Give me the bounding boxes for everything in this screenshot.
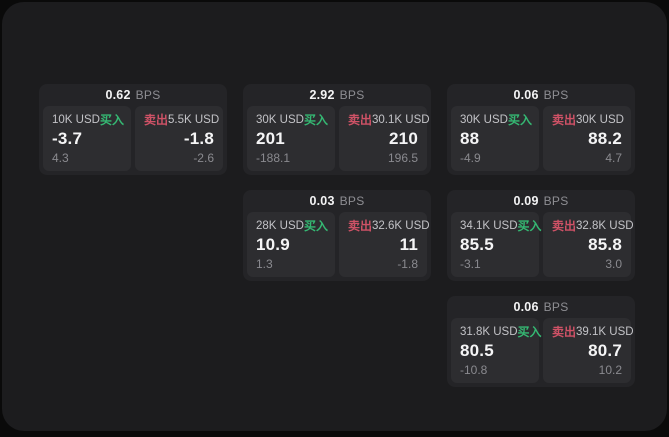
card-header: 0.06 BPS [447, 296, 635, 318]
buy-delta: -10.8 [460, 363, 488, 377]
sell-side-label: 卖出 [552, 325, 577, 339]
buy-delta: -3.1 [460, 257, 481, 271]
buy-amount: 31.8K USD [460, 326, 518, 338]
bps-unit-label: BPS [543, 194, 569, 208]
buy-price: 85.5 [460, 235, 494, 254]
bps-value: 0.62 [105, 88, 131, 102]
card-body: 31.8K USD 买入 80.5 -10.8 卖出 39.1K USD 80.… [447, 318, 635, 387]
quote-cards-grid: 0.62 BPS 10K USD 买入 -3.7 4.3 卖出 [39, 84, 635, 387]
sell-side-label: 卖出 [348, 113, 373, 127]
sell-delta: 196.5 [387, 151, 418, 165]
buy-side-label: 买入 [99, 113, 124, 127]
sell-price: -1.8 [183, 129, 214, 148]
sell-amount: 32.8K USD [576, 220, 634, 232]
bps-unit-label: BPS [135, 88, 161, 102]
buy-amount: 28K USD [256, 220, 304, 232]
buy-quote-tile[interactable]: 30K USD 买入 201 -188.1 [247, 106, 335, 171]
bps-unit-label: BPS [339, 88, 365, 102]
buy-price: 80.5 [460, 341, 494, 360]
bps-value: 0.03 [309, 194, 335, 208]
sell-side-label: 卖出 [552, 113, 577, 127]
sell-amount: 5.5K USD [168, 114, 220, 126]
sell-price: 80.7 [588, 341, 622, 360]
quote-card-5: 0.09 BPS 34.1K USD 买入 85.5 -3.1 卖出 [447, 190, 635, 281]
bps-value: 0.06 [513, 88, 539, 102]
quote-card-2: 2.92 BPS 30K USD 买入 201 -188.1 卖出 [243, 84, 431, 175]
sell-amount: 39.1K USD [576, 326, 634, 338]
buy-quote-tile[interactable]: 28K USD 买入 10.9 1.3 [247, 212, 335, 277]
quote-card-1: 0.62 BPS 10K USD 买入 -3.7 4.3 卖出 [39, 84, 227, 175]
card-header: 2.92 BPS [243, 84, 431, 106]
bps-unit-label: BPS [543, 300, 569, 314]
sell-price: 85.8 [588, 235, 622, 254]
card-body: 10K USD 买入 -3.7 4.3 卖出 5.5K USD -1.8 -2.… [39, 106, 227, 175]
buy-quote-tile[interactable]: 10K USD 买入 -3.7 4.3 [43, 106, 131, 171]
sell-price: 11 [399, 235, 418, 254]
sell-price: 210 [389, 129, 418, 148]
card-header: 0.06 BPS [447, 84, 635, 106]
card-body: 30K USD 买入 201 -188.1 卖出 30.1K USD 210 1… [243, 106, 431, 175]
buy-quote-tile[interactable]: 34.1K USD 买入 85.5 -3.1 [451, 212, 542, 277]
card-body: 28K USD 买入 10.9 1.3 卖出 32.6K USD 11 -1.8 [243, 212, 431, 281]
quote-card-6: 0.06 BPS 31.8K USD 买入 80.5 -10.8 卖 [447, 296, 635, 387]
bps-value: 0.06 [513, 300, 539, 314]
buy-price: 10.9 [256, 235, 290, 254]
sell-side-label: 卖出 [348, 219, 373, 233]
sell-quote-tile[interactable]: 卖出 32.8K USD 85.8 3.0 [543, 212, 634, 277]
main-panel: 0.62 BPS 10K USD 买入 -3.7 4.3 卖出 [2, 2, 667, 431]
buy-price: 88 [460, 129, 480, 148]
sell-delta: -1.8 [397, 257, 418, 271]
card-body: 30K USD 买入 88 -4.9 卖出 30K USD 88.2 4.7 [447, 106, 635, 175]
card-body: 34.1K USD 买入 85.5 -3.1 卖出 32.8K USD 85.8… [447, 212, 635, 281]
sell-amount: 30K USD [576, 114, 624, 126]
sell-quote-tile[interactable]: 卖出 5.5K USD -1.8 -2.6 [135, 106, 223, 171]
bps-unit-label: BPS [543, 88, 569, 102]
bps-value: 0.09 [513, 194, 539, 208]
bps-unit-label: BPS [339, 194, 365, 208]
card-header: 0.62 BPS [39, 84, 227, 106]
sell-price: 88.2 [588, 129, 622, 148]
buy-delta: 1.3 [256, 257, 273, 271]
buy-amount: 30K USD [460, 114, 508, 126]
bps-value: 2.92 [309, 88, 335, 102]
buy-side-label: 买入 [507, 113, 532, 127]
buy-amount: 10K USD [52, 114, 100, 126]
buy-delta: 4.3 [52, 151, 69, 165]
sell-amount: 30.1K USD [372, 114, 430, 126]
sell-amount: 32.6K USD [372, 220, 430, 232]
buy-side-label: 买入 [517, 325, 542, 339]
sell-delta: 3.0 [605, 257, 622, 271]
buy-amount: 30K USD [256, 114, 304, 126]
sell-side-label: 卖出 [144, 113, 169, 127]
sell-delta: -2.6 [193, 151, 214, 165]
buy-price: 201 [256, 129, 285, 148]
buy-side-label: 买入 [303, 219, 328, 233]
buy-side-label: 买入 [303, 113, 328, 127]
buy-side-label: 买入 [517, 219, 542, 233]
card-header: 0.03 BPS [243, 190, 431, 212]
buy-quote-tile[interactable]: 30K USD 买入 88 -4.9 [451, 106, 539, 171]
sell-delta: 10.2 [598, 363, 622, 377]
buy-delta: -188.1 [256, 151, 291, 165]
card-header: 0.09 BPS [447, 190, 635, 212]
buy-delta: -4.9 [460, 151, 481, 165]
buy-price: -3.7 [52, 129, 83, 148]
buy-quote-tile[interactable]: 31.8K USD 买入 80.5 -10.8 [451, 318, 542, 383]
buy-amount: 34.1K USD [460, 220, 518, 232]
sell-quote-tile[interactable]: 卖出 30K USD 88.2 4.7 [543, 106, 631, 171]
sell-quote-tile[interactable]: 卖出 30.1K USD 210 196.5 [339, 106, 430, 171]
quote-card-4: 0.03 BPS 28K USD 买入 10.9 1.3 卖出 [243, 190, 431, 281]
sell-quote-tile[interactable]: 卖出 32.6K USD 11 -1.8 [339, 212, 430, 277]
quote-card-3: 0.06 BPS 30K USD 买入 88 -4.9 卖出 [447, 84, 635, 175]
sell-side-label: 卖出 [552, 219, 577, 233]
sell-quote-tile[interactable]: 卖出 39.1K USD 80.7 10.2 [543, 318, 634, 383]
sell-delta: 4.7 [605, 151, 622, 165]
